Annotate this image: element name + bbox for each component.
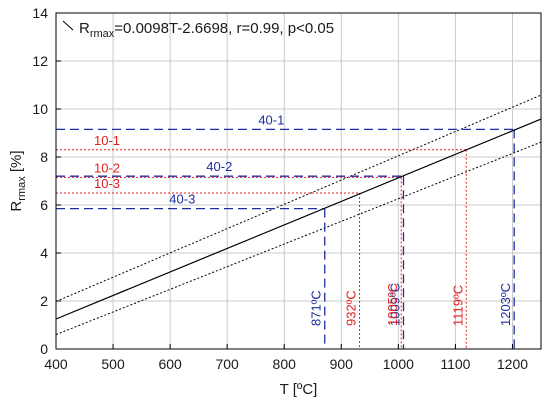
legend-swatch [62, 20, 74, 31]
ann-temp-40-3: 871ºC [309, 290, 324, 326]
annotation-layer: 40-1 1203ºC 10-1 1119ºC 40-2 1009ºC 10-2 1005ºC… [56, 112, 515, 349]
y-tick-label: 14 [32, 5, 48, 21]
tick-layer: 400 500 600 700 800 900 1000 1100 1200 0 2 4 6 8 10 12 1… [32, 5, 528, 372]
x-tick-label: 1000 [383, 356, 414, 372]
y-tick-label: 12 [32, 53, 48, 69]
x-tick-label: 400 [44, 356, 68, 372]
ann-label-40-1: 40-1 [258, 112, 284, 127]
ann-label-40-2: 40-2 [206, 159, 232, 174]
ann-label-10-3: 10-3 [94, 176, 120, 191]
legend-text-sub: rmax [90, 28, 115, 40]
ann-temp-40-2: 1009ºC [387, 283, 402, 326]
ann-temp-40-1: 1203ºC [498, 283, 513, 326]
legend-text-rest: =0.0098T-2.6698, r=0.99, p<0.05 [114, 20, 334, 37]
lower-band-line [55, 141, 542, 336]
y-tick-label: 8 [40, 149, 48, 165]
y-tick-label: 10 [32, 101, 48, 117]
x-tick-label: 700 [215, 356, 239, 372]
x-tick-label: 1200 [497, 356, 528, 372]
y-axis-title-sub: rmax [16, 176, 28, 201]
ann-label-10-1: 10-1 [94, 133, 120, 148]
y-axis-title-main: R [8, 201, 25, 212]
y-axis-title: Rrmax [%] [8, 150, 28, 211]
y-tick-label: 2 [40, 293, 48, 309]
x-tick-label: 600 [158, 356, 182, 372]
x-tick-label: 1100 [440, 356, 470, 372]
y-tick-label: 6 [40, 197, 48, 213]
x-tick-label: 800 [273, 356, 297, 372]
ann-temp-10-1: 1119ºC [450, 285, 465, 326]
legend: Rrmax=0.0098T-2.6698, r=0.99, p<0.05 [62, 20, 334, 40]
band-layer [55, 94, 542, 336]
ann-temp-10-3: 932ºC [344, 290, 359, 326]
upper-band-line [55, 94, 542, 302]
ann-label-10-2: 10-2 [94, 160, 120, 175]
x-tick-label: 500 [101, 356, 125, 372]
plot-frame [55, 12, 542, 350]
legend-text-main: R [79, 20, 90, 37]
ann-temp-10-2: 1005ºC [385, 283, 400, 326]
x-axis-title: T [ºC] [280, 381, 318, 398]
grid-layer [56, 13, 541, 349]
x-tick-label: 900 [330, 356, 354, 372]
fit-line [55, 118, 542, 320]
fit-layer [55, 118, 542, 320]
legend-text: Rrmax=0.0098T-2.6698, r=0.99, p<0.05 [79, 20, 334, 40]
y-tick-label: 4 [40, 245, 48, 261]
ann-label-40-3: 40-3 [169, 192, 195, 207]
y-axis-title-unit: [%] [8, 150, 25, 176]
y-tick-label: 0 [40, 341, 48, 357]
